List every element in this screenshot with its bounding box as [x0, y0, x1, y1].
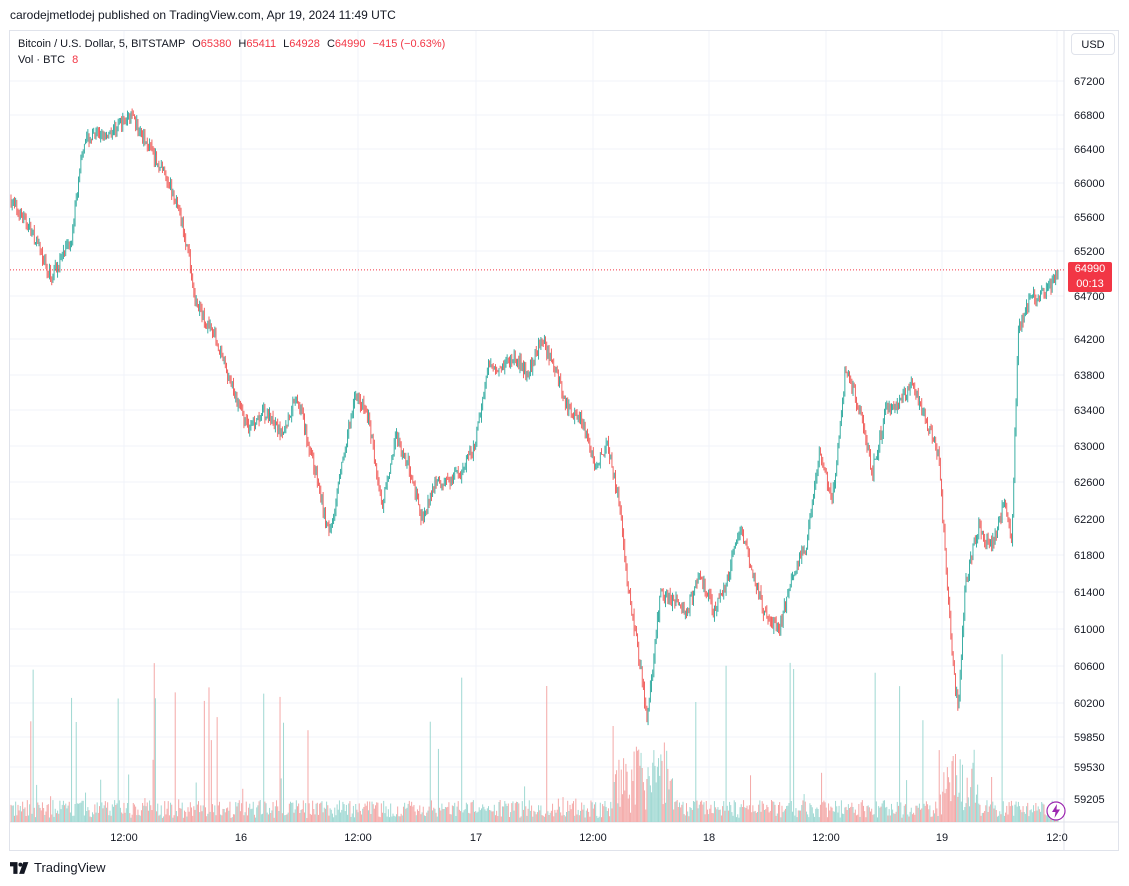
y-tick-label: 62600 [1074, 477, 1105, 489]
y-tick-label: 61800 [1074, 550, 1105, 562]
legend-open-label: O [192, 38, 201, 50]
chart-frame [9, 30, 1119, 851]
legend-close-label: C [326, 38, 335, 50]
y-tick-label: 66000 [1074, 178, 1105, 190]
last-price-tag: 64990 00:13 [1068, 262, 1112, 292]
y-tick-label: 59850 [1074, 732, 1105, 744]
legend-volume-value: 8 [72, 54, 79, 66]
legend-low-label: L [283, 38, 290, 50]
last-price-value: 64990 [1074, 263, 1106, 275]
x-tick-label: 17 [470, 832, 482, 844]
x-tick-label: 18 [703, 832, 715, 844]
x-tick-label: 12:00 [812, 832, 840, 844]
y-tick-label: 64200 [1074, 334, 1105, 346]
footer-brand: TradingView [34, 860, 106, 875]
footer: TradingView [10, 860, 106, 875]
y-tick-label: 65200 [1074, 246, 1105, 258]
chart-grid [10, 31, 1119, 851]
y-tick-label: 67200 [1074, 76, 1105, 88]
legend-high-label: H [238, 38, 247, 50]
chart-legend: Bitcoin / U.S. Dollar, 5, BITSTAMP O6538… [18, 36, 445, 68]
legend-high-value: 65411 [246, 38, 277, 50]
legend-volume-label: Vol · BTC [18, 54, 66, 66]
volume-bars [10, 654, 1059, 822]
y-tick-label: 63400 [1074, 405, 1105, 417]
currency-button[interactable]: USD [1071, 33, 1115, 55]
legend-close-value: 64990 [334, 38, 366, 50]
x-tick-label: 12:0 [1046, 832, 1067, 844]
y-tick-label: 60200 [1074, 698, 1105, 710]
x-axis-labels: 12:00 16 12:00 17 12:00 18 12:00 19 12:0 [110, 832, 1067, 844]
legend-low-value: 64928 [289, 38, 320, 50]
publisher-caption: carodejmetlodej published on TradingView… [10, 8, 396, 22]
bar-countdown: 00:13 [1076, 278, 1104, 290]
y-tick-label: 59530 [1074, 762, 1105, 774]
legend-change: −415 (−0.63%) [372, 38, 446, 50]
tradingview-logo-icon [10, 861, 29, 874]
y-axis-labels: 67200 66800 66400 66000 65600 65200 64700 64200… [1074, 76, 1105, 806]
x-tick-label: 16 [235, 832, 247, 844]
y-tick-label: 65600 [1074, 212, 1105, 224]
legend-open-value: 65380 [200, 38, 232, 50]
y-tick-label: 63000 [1074, 441, 1105, 453]
x-tick-label: 19 [936, 832, 948, 844]
x-tick-label: 12:00 [344, 832, 372, 844]
y-tick-label: 64700 [1074, 291, 1105, 303]
y-tick-label: 61400 [1074, 587, 1105, 599]
y-tick-label: 63800 [1074, 370, 1105, 382]
y-tick-label: 66800 [1074, 110, 1105, 122]
y-tick-label: 66400 [1074, 144, 1105, 156]
legend-volume-row: Vol · BTC 8 [18, 52, 445, 68]
y-tick-label: 61000 [1074, 624, 1105, 636]
candlesticks [10, 108, 1059, 726]
x-tick-label: 12:00 [579, 832, 607, 844]
y-tick-label: 62200 [1074, 514, 1105, 526]
legend-symbol: Bitcoin / U.S. Dollar, 5, BITSTAMP [18, 38, 186, 50]
x-tick-label: 12:00 [110, 832, 138, 844]
lightning-icon[interactable] [1046, 801, 1066, 821]
legend-ohlc-row: Bitcoin / U.S. Dollar, 5, BITSTAMP O6538… [18, 36, 445, 52]
y-tick-label: 60600 [1074, 661, 1105, 673]
y-tick-label: 59205 [1074, 794, 1105, 806]
